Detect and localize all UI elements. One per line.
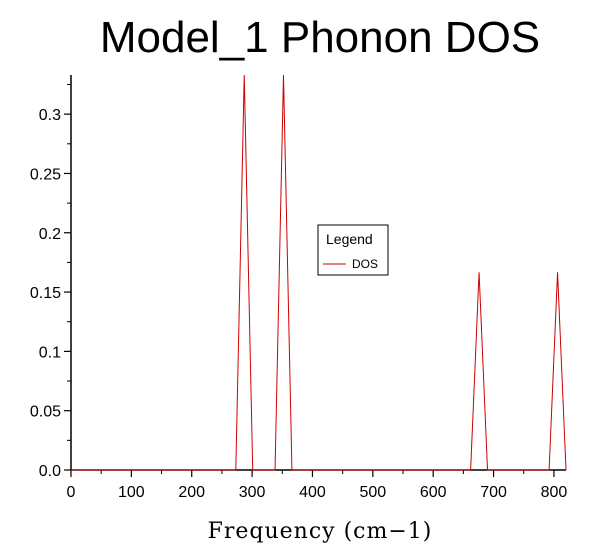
x-tick-label: 200 xyxy=(178,484,205,501)
legend-box xyxy=(317,224,389,276)
x-tick-label: 300 xyxy=(239,484,266,501)
y-tick-label: 0.2 xyxy=(39,226,61,243)
x-tick-label: 100 xyxy=(118,484,145,501)
y-tick-label: 0.0 xyxy=(39,463,61,480)
plot-series xyxy=(71,74,567,471)
x-axis-label: Frequency (cm−1) xyxy=(208,519,433,544)
y-tick-label: 0.15 xyxy=(30,285,61,302)
x-ticks: 0 100 200 300 400 500 600 700 800 xyxy=(67,470,568,501)
y-ticks: 0.0 0.05 0.1 0.15 0.2 0.25 0.3 xyxy=(30,83,71,480)
x-tick-label: 400 xyxy=(299,484,326,501)
x-tick-label: 800 xyxy=(541,484,568,501)
x-tick-label: 600 xyxy=(420,484,447,501)
legend-entry-dos: DOS xyxy=(352,257,378,271)
y-tick-label: 0.3 xyxy=(39,107,61,124)
legend: Legend DOS xyxy=(317,224,389,276)
x-tick-label: 0 xyxy=(67,484,76,501)
legend-title: Legend xyxy=(326,231,373,247)
chart-title: Model_1 Phonon DOS xyxy=(100,13,540,62)
y-tick-label: 0.1 xyxy=(39,344,61,361)
y-tick-label: 0.25 xyxy=(30,166,61,183)
series-line-dos xyxy=(71,74,567,471)
x-tick-label: 500 xyxy=(359,484,386,501)
x-tick-label: 700 xyxy=(480,484,507,501)
y-tick-label: 0.05 xyxy=(30,404,61,421)
